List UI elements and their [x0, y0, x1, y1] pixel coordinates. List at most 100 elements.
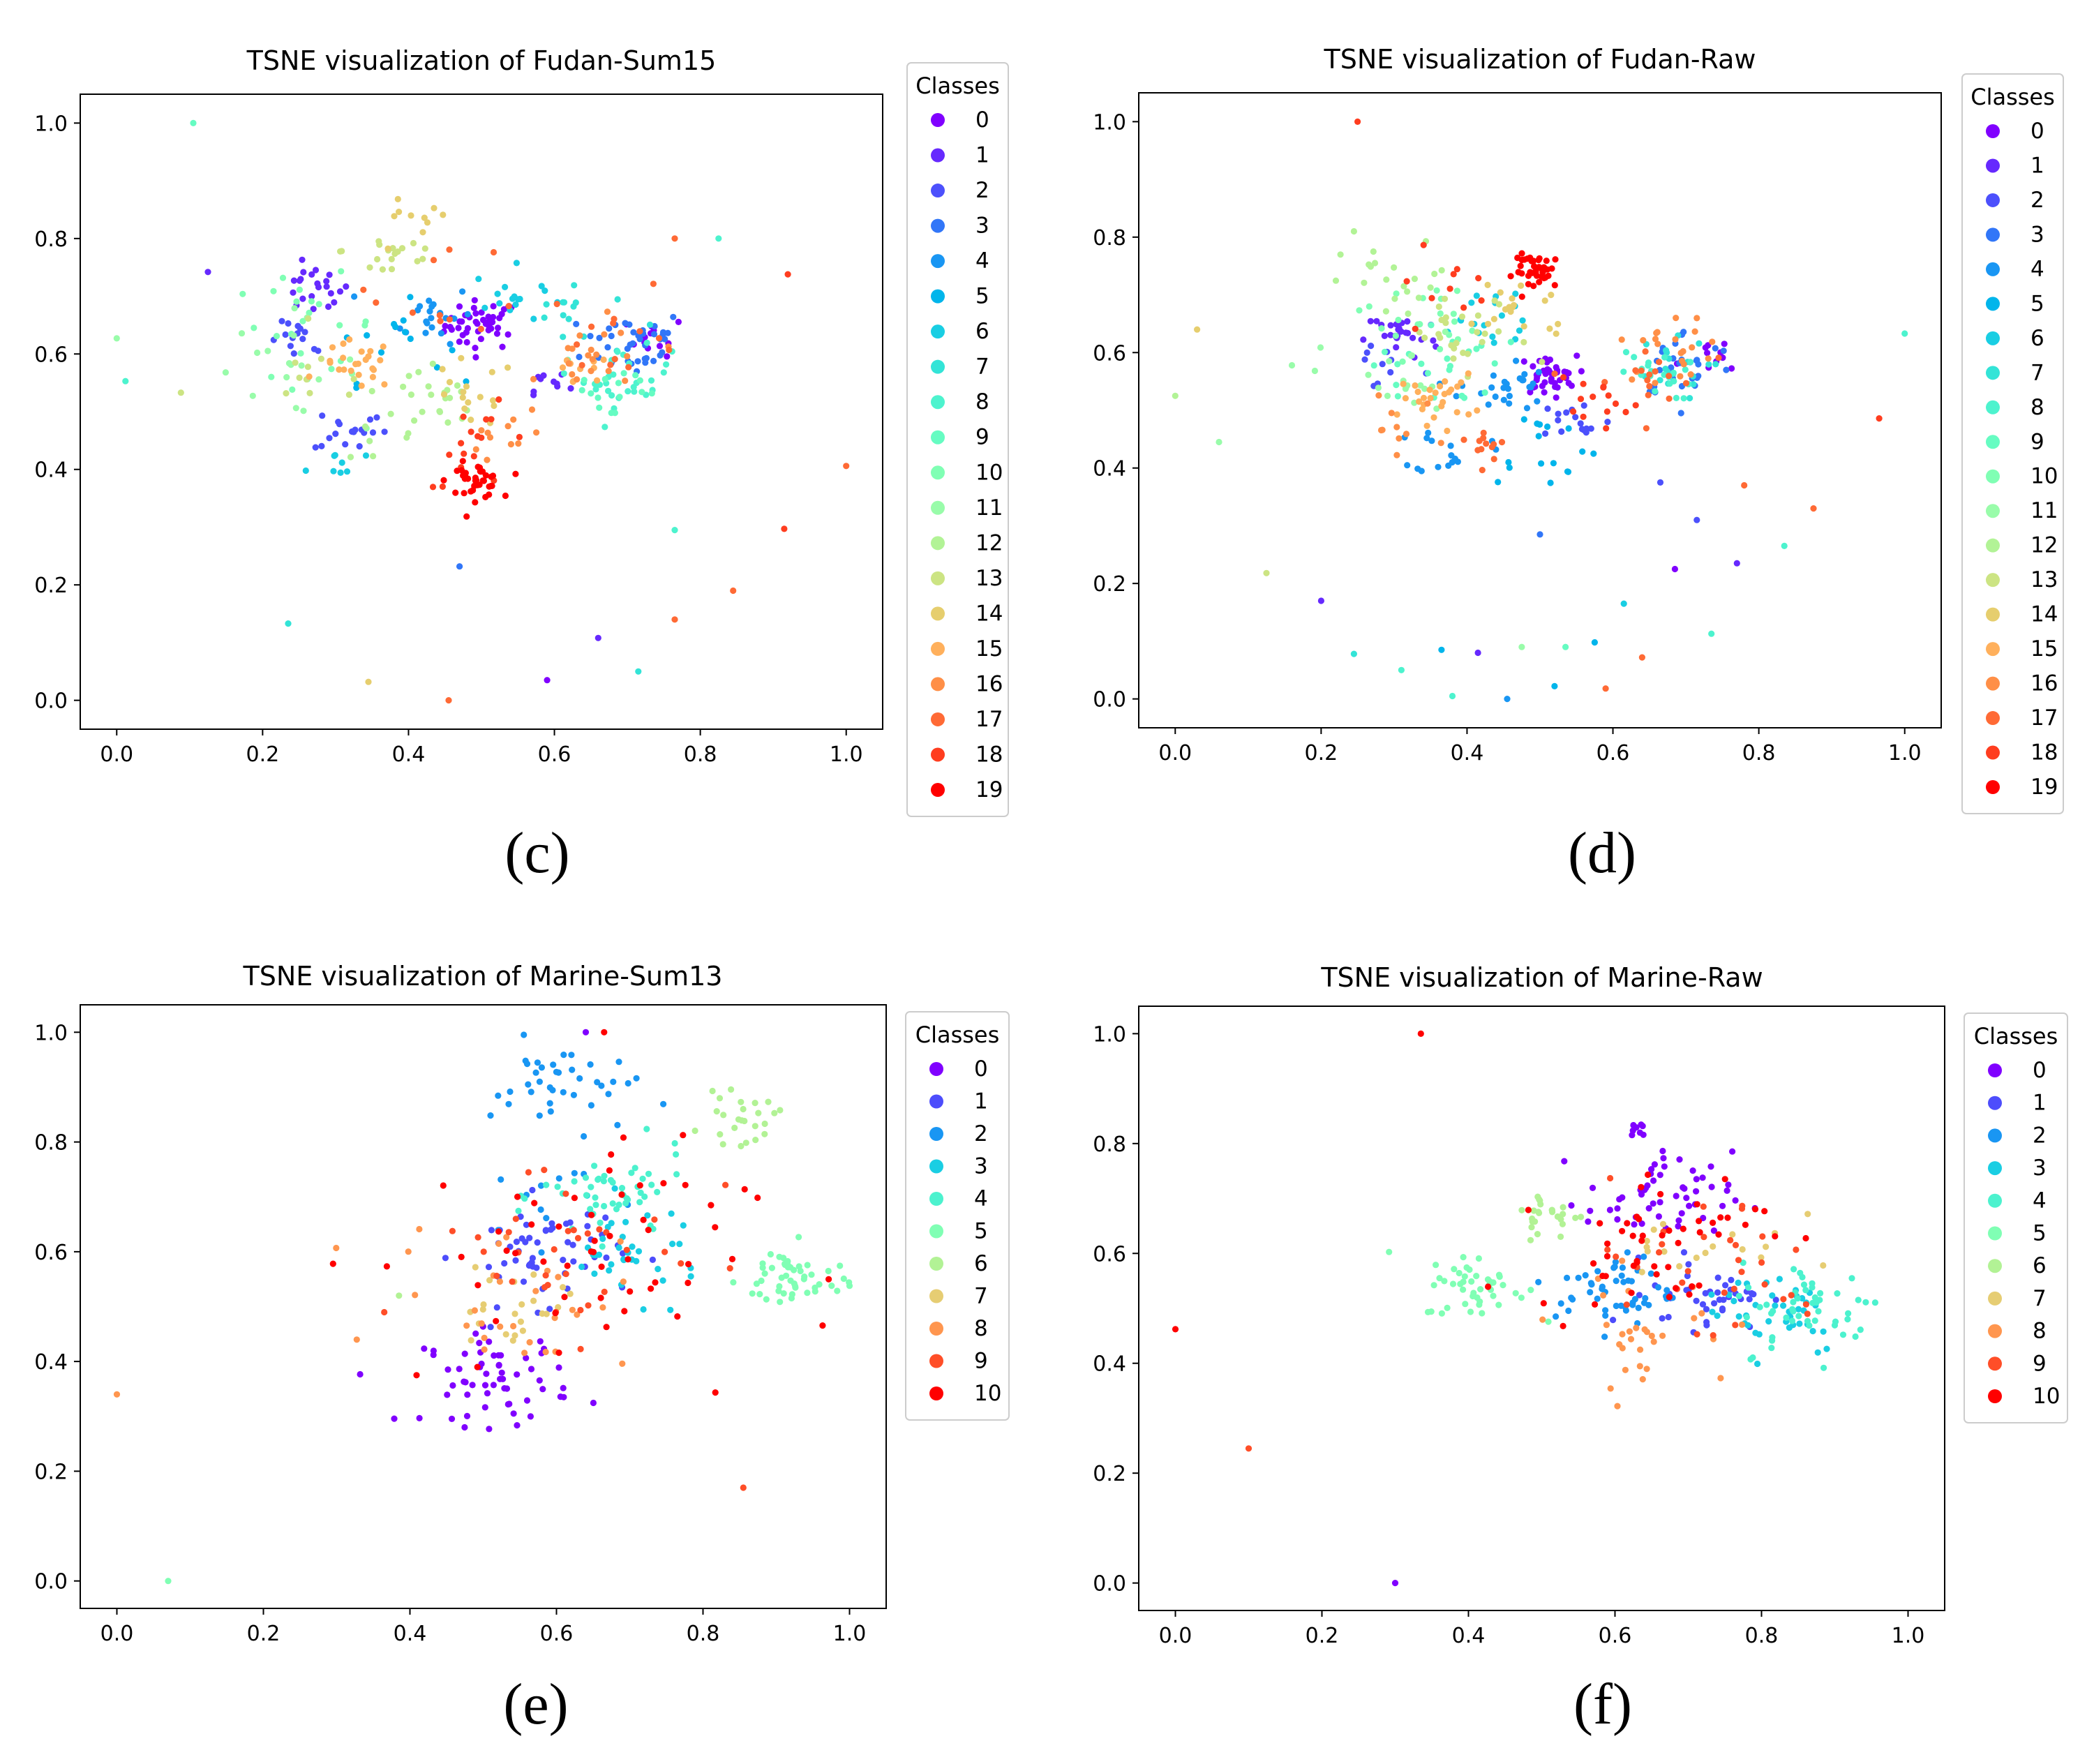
- data-point-class-9: [1394, 361, 1401, 368]
- data-point-class-7: [1702, 1249, 1709, 1257]
- legend-label: 3: [975, 214, 989, 239]
- legend-marker-class-2: [1988, 1128, 2002, 1143]
- data-point-class-11: [1311, 367, 1318, 375]
- data-point-class-2: [576, 1075, 583, 1082]
- data-point-class-2: [525, 1081, 532, 1088]
- data-point-class-6: [1518, 1206, 1525, 1213]
- legend-label: 14: [2031, 602, 2058, 627]
- data-point-class-14: [458, 354, 465, 361]
- data-point-class-5: [758, 1277, 765, 1285]
- data-point-class-4: [447, 341, 454, 347]
- data-point-class-15: [1393, 411, 1400, 418]
- data-point-class-9: [636, 377, 644, 384]
- data-point-class-1: [1381, 332, 1388, 339]
- data-point-class-4: [631, 1165, 638, 1172]
- legend-frame: [1964, 1012, 2068, 1423]
- legend-label: 0: [2031, 119, 2044, 144]
- data-point-class-2: [1601, 1333, 1608, 1340]
- data-point-class-9: [1732, 1322, 1739, 1329]
- data-point-class-9: [596, 404, 603, 411]
- data-point-class-6: [716, 1095, 724, 1102]
- data-point-class-4: [592, 1202, 599, 1209]
- data-point-class-3: [1814, 1349, 1821, 1356]
- data-point-class-0: [469, 1382, 476, 1389]
- data-point-class-10: [273, 333, 281, 340]
- data-point-class-19: [480, 477, 488, 484]
- data-point-class-1: [1684, 1272, 1691, 1280]
- data-point-class-8: [605, 387, 612, 394]
- data-point-class-4: [1820, 1364, 1827, 1371]
- data-point-class-13: [317, 355, 324, 362]
- data-point-class-5: [1590, 450, 1597, 457]
- data-point-class-18: [1632, 402, 1639, 409]
- data-point-class-10: [1525, 1206, 1532, 1213]
- data-point-class-4: [609, 1200, 616, 1207]
- data-point-class-1: [299, 295, 306, 302]
- x-tick-label: 0.0: [100, 1622, 134, 1646]
- data-point-class-10: [1172, 1326, 1179, 1333]
- data-point-class-0: [1721, 341, 1728, 347]
- data-point-class-10: [588, 1211, 595, 1218]
- legend-marker-class-1: [1988, 1096, 2002, 1110]
- data-point-class-6: [742, 1139, 749, 1146]
- legend-marker-class-9: [1988, 1356, 2002, 1371]
- data-point-class-2: [1613, 1302, 1620, 1310]
- data-point-class-10: [1602, 1273, 1609, 1280]
- data-point-class-15: [329, 344, 336, 351]
- data-point-class-16: [515, 440, 522, 447]
- data-point-class-3: [667, 1306, 674, 1313]
- data-point-class-17: [445, 697, 452, 704]
- data-point-class-0: [1578, 368, 1585, 375]
- data-point-class-9: [585, 1302, 592, 1309]
- data-point-class-10: [1619, 1227, 1626, 1234]
- data-point-class-2: [1587, 425, 1594, 432]
- data-point-class-2: [369, 429, 377, 436]
- data-point-class-3: [1765, 1318, 1772, 1325]
- data-point-class-3: [659, 349, 666, 356]
- data-point-class-2: [1640, 1299, 1648, 1306]
- data-point-class-0: [523, 1397, 531, 1404]
- legend-label: 7: [974, 1284, 988, 1309]
- data-point-class-2: [1622, 1307, 1629, 1314]
- data-point-class-11: [1518, 643, 1525, 650]
- data-point-class-0: [472, 354, 479, 361]
- data-point-class-11: [1365, 371, 1372, 378]
- data-point-class-15: [352, 361, 359, 368]
- data-point-class-4: [1871, 1299, 1878, 1306]
- data-point-class-15: [367, 347, 374, 354]
- data-point-class-1: [308, 293, 315, 300]
- data-point-class-6: [1516, 327, 1523, 334]
- data-point-class-2: [534, 1059, 541, 1066]
- data-point-class-18: [439, 483, 447, 491]
- data-point-class-15: [381, 381, 388, 388]
- data-point-class-9: [1804, 1310, 1811, 1317]
- data-point-class-8: [592, 386, 599, 393]
- data-point-class-7: [1643, 1237, 1650, 1245]
- data-point-class-0: [357, 1370, 364, 1378]
- legend-marker-class-15: [931, 641, 945, 656]
- data-point-class-5: [1520, 416, 1527, 423]
- legend-label: 2: [2033, 1123, 2047, 1148]
- x-tick-label: 0.0: [1159, 1624, 1192, 1648]
- data-point-class-18: [1412, 325, 1419, 332]
- data-point-class-4: [671, 1139, 678, 1147]
- data-point-class-8: [610, 371, 617, 378]
- y-tick-label: 0.8: [34, 227, 68, 252]
- data-point-class-4: [1832, 1318, 1839, 1325]
- data-point-class-9: [1679, 1279, 1686, 1286]
- data-point-class-19: [1524, 255, 1531, 262]
- data-point-class-6: [717, 1131, 724, 1138]
- data-point-class-10: [1629, 1232, 1636, 1239]
- legend-label: 7: [975, 354, 989, 380]
- data-point-class-9: [1780, 1296, 1787, 1303]
- data-point-class-15: [1432, 389, 1439, 396]
- data-point-class-1: [594, 634, 601, 641]
- data-point-class-6: [1557, 1233, 1564, 1240]
- data-point-class-0: [444, 1391, 451, 1398]
- data-point-class-18: [1453, 266, 1460, 273]
- data-point-class-8: [1698, 1310, 1705, 1317]
- data-point-class-9: [512, 1216, 519, 1223]
- legend-label: 16: [2031, 671, 2058, 696]
- data-point-class-4: [1811, 1317, 1818, 1324]
- legend-marker-class-16: [931, 677, 945, 692]
